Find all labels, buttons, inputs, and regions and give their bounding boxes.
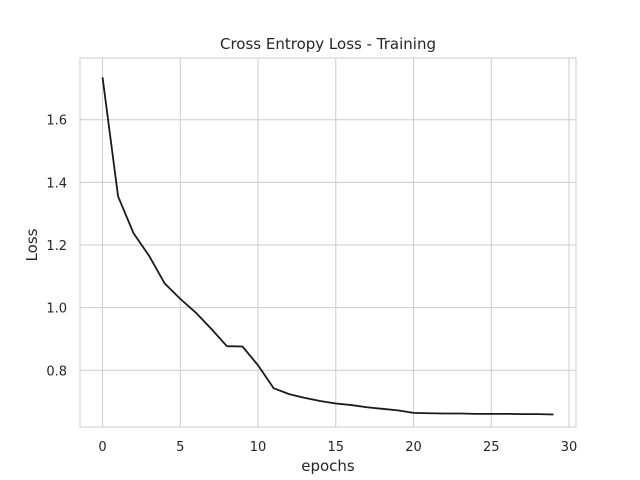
loss-series-line xyxy=(101,77,554,416)
y-tick-label: 1.4 xyxy=(46,176,67,191)
plot-frame xyxy=(79,57,577,428)
x-tick-labels: 0 5 10 15 20 25 30 xyxy=(98,440,577,455)
y-tick-label: 1.2 xyxy=(46,239,67,254)
x-tick-label: 30 xyxy=(561,440,578,455)
chart-title: Cross Entropy Loss - Training xyxy=(220,35,436,53)
x-tick-label: 20 xyxy=(405,440,422,455)
grid xyxy=(80,58,576,427)
y-tick-labels: 0.8 1.0 1.2 1.4 1.6 xyxy=(46,114,67,380)
x-tick-label: 0 xyxy=(98,440,106,455)
y-axis-label: Loss xyxy=(23,228,41,261)
x-tick-label: 10 xyxy=(250,440,267,455)
y-tick-label: 0.8 xyxy=(46,364,67,379)
y-tick-label: 1.0 xyxy=(46,302,67,317)
y-tick-label: 1.6 xyxy=(46,114,67,129)
x-tick-label: 25 xyxy=(483,440,500,455)
series-layer xyxy=(101,77,554,416)
x-tick-label: 5 xyxy=(176,440,184,455)
x-axis-label: epochs xyxy=(301,457,355,475)
x-tick-label: 15 xyxy=(328,440,345,455)
